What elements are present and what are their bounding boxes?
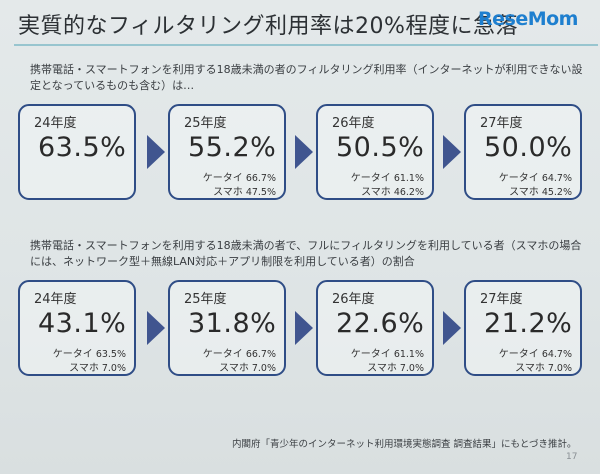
keitai-label: ケータイ xyxy=(350,349,391,360)
section1-card-fy27: 27年度 50.0% ケータイ 64.7% スマホ 45.2% xyxy=(464,104,582,200)
smaho-value: 7.0% xyxy=(399,363,424,374)
card-smaho-row: スマホ 7.0% xyxy=(515,359,572,374)
smaho-label: スマホ xyxy=(69,363,99,374)
smaho-value: 46.2% xyxy=(393,187,424,198)
keitai-label: ケータイ xyxy=(498,349,539,360)
keitai-label: ケータイ xyxy=(202,349,243,360)
keitai-value: 64.7% xyxy=(541,173,572,184)
keitai-label: ケータイ xyxy=(52,349,93,360)
card-value: 63.5% xyxy=(38,132,127,163)
card-year: 27年度 xyxy=(480,116,523,131)
card-smaho-row: スマホ 46.2% xyxy=(361,183,424,198)
card-smaho-row: スマホ 45.2% xyxy=(509,183,572,198)
smaho-label: スマホ xyxy=(367,363,397,374)
card-year: 24年度 xyxy=(34,292,77,307)
section1-card-fy24: 24年度 63.5% xyxy=(18,104,136,200)
smaho-value: 45.2% xyxy=(541,187,572,198)
smaho-value: 7.0% xyxy=(547,363,572,374)
keitai-value: 64.7% xyxy=(541,349,572,360)
section2-card-fy26: 26年度 22.6% ケータイ 61.1% スマホ 7.0% xyxy=(316,280,434,376)
smaho-label: スマホ xyxy=(219,363,249,374)
slide-title: 実質的なフィルタリング利用率は20%程度に急落 xyxy=(18,14,518,39)
arrow-right-icon xyxy=(147,311,165,345)
arrow-right-icon xyxy=(295,135,313,169)
card-year: 25年度 xyxy=(184,116,227,131)
card-value: 43.1% xyxy=(38,308,127,339)
card-keitai-row: ケータイ 61.1% xyxy=(351,169,424,184)
card-smaho-row: スマホ 7.0% xyxy=(69,359,126,374)
section2-card-fy24: 24年度 43.1% ケータイ 63.5% スマホ 7.0% xyxy=(18,280,136,376)
card-keitai-row: ケータイ 64.7% xyxy=(499,169,572,184)
arrow-right-icon xyxy=(295,311,313,345)
logo-text: ReseMom xyxy=(478,8,578,30)
card-year: 26年度 xyxy=(332,116,375,131)
card-keitai-row: ケータイ 61.1% xyxy=(351,345,424,360)
card-value: 55.2% xyxy=(188,132,277,163)
keitai-value: 61.1% xyxy=(393,173,424,184)
keitai-value: 63.5% xyxy=(95,349,126,360)
card-smaho-row: スマホ 7.0% xyxy=(219,359,276,374)
section1-card-fy26: 26年度 50.5% ケータイ 61.1% スマホ 46.2% xyxy=(316,104,434,200)
section2-card-fy25: 25年度 31.8% ケータイ 66.7% スマホ 7.0% xyxy=(168,280,286,376)
card-year: 25年度 xyxy=(184,292,227,307)
card-value: 21.2% xyxy=(484,308,573,339)
smaho-label: スマホ xyxy=(361,187,391,198)
keitai-value: 61.1% xyxy=(393,349,424,360)
keitai-label: ケータイ xyxy=(498,173,539,184)
resemom-logo: ReseMom xyxy=(478,8,596,38)
card-keitai-row: ケータイ 66.7% xyxy=(203,345,276,360)
card-smaho-row: スマホ 7.0% xyxy=(367,359,424,374)
card-value: 22.6% xyxy=(336,308,425,339)
keitai-value: 66.7% xyxy=(245,173,276,184)
card-value: 31.8% xyxy=(188,308,277,339)
arrow-right-icon xyxy=(443,311,461,345)
card-value: 50.0% xyxy=(484,132,573,163)
section2-description: 携帯電話・スマートフォンを利用する18歳未満の者で、フルにフィルタリングを利用し… xyxy=(30,239,582,268)
card-year: 27年度 xyxy=(480,292,523,307)
title-underline xyxy=(14,44,598,46)
arrow-right-icon xyxy=(147,135,165,169)
smaho-label: スマホ xyxy=(515,363,545,374)
source-footnote: 内閣府「青少年のインターネット利用環境実態調査 調査結果」にもとづき推計。 xyxy=(232,439,577,450)
keitai-value: 66.7% xyxy=(245,349,276,360)
card-keitai-row: ケータイ 66.7% xyxy=(203,169,276,184)
card-value: 50.5% xyxy=(336,132,425,163)
section1-card-fy25: 25年度 55.2% ケータイ 66.7% スマホ 47.5% xyxy=(168,104,286,200)
keitai-label: ケータイ xyxy=(202,173,243,184)
section1-description: 携帯電話・スマートフォンを利用する18歳未満の者のフィルタリング利用率（インター… xyxy=(30,63,583,92)
page-number: 17 xyxy=(566,452,578,462)
card-year: 24年度 xyxy=(34,116,77,131)
card-keitai-row: ケータイ 64.7% xyxy=(499,345,572,360)
smaho-value: 47.5% xyxy=(245,187,276,198)
smaho-label: スマホ xyxy=(509,187,539,198)
smaho-value: 7.0% xyxy=(251,363,276,374)
card-year: 26年度 xyxy=(332,292,375,307)
smaho-value: 7.0% xyxy=(101,363,126,374)
card-smaho-row: スマホ 47.5% xyxy=(213,183,276,198)
card-keitai-row: ケータイ 63.5% xyxy=(53,345,126,360)
keitai-label: ケータイ xyxy=(350,173,391,184)
section2-card-fy27: 27年度 21.2% ケータイ 64.7% スマホ 7.0% xyxy=(464,280,582,376)
arrow-right-icon xyxy=(443,135,461,169)
smaho-label: スマホ xyxy=(213,187,243,198)
